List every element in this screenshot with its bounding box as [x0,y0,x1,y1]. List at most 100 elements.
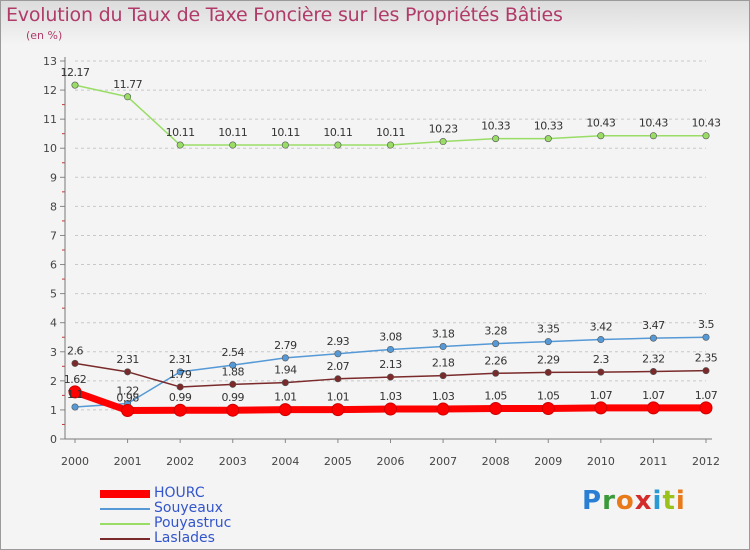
data-point [386,141,394,149]
y-tick-label: 0 [50,433,57,446]
x-tick-label: 2006 [377,455,405,468]
data-point [278,403,292,417]
data-point [702,333,710,341]
data-point [436,402,450,416]
data-point [124,93,132,101]
data-point [594,401,608,415]
x-tick-label: 2002 [166,455,194,468]
legend-item-hourc: HOURC [100,486,231,501]
data-point [121,404,135,418]
data-point [492,369,500,377]
data-label: 2.3 [593,353,609,366]
x-tick-label: 2012 [692,455,720,468]
y-tick-label: 9 [50,171,57,184]
legend-label: Souyeaux [154,500,223,516]
data-point [702,367,710,375]
data-label: 10.43 [692,117,721,130]
data-point [331,403,345,417]
data-label: 10.11 [166,126,195,139]
data-label: 10.11 [376,126,405,139]
y-tick-label: 12 [43,84,57,97]
data-label: 1.03 [432,390,455,403]
data-point [439,343,447,351]
data-point [597,368,605,376]
data-point [176,383,184,391]
data-point [649,368,657,376]
legend-swatch [100,522,150,525]
legend: HOURC Souyeaux Pouyastruc Laslades [100,486,231,546]
data-label: 1.01 [274,391,297,404]
data-point [334,375,342,383]
data-label: 1.07 [590,389,613,402]
data-point [646,401,660,415]
data-point [384,402,397,416]
data-point [68,385,82,399]
legend-label: HOURC [154,485,205,501]
data-point [229,141,237,149]
data-point [176,368,184,376]
data-label: 3.35 [537,323,560,336]
data-label: 0.99 [222,391,245,404]
data-label: 1.1 [67,388,83,401]
x-tick-label: 2005 [324,455,352,468]
data-label: 10.33 [534,120,563,133]
data-label: 2.29 [537,353,560,366]
data-label: 1.05 [537,389,560,402]
data-label: 3.47 [642,319,665,332]
data-point [492,135,500,143]
x-tick-label: 2004 [271,455,299,468]
y-tick-label: 13 [43,55,57,68]
data-point [544,338,552,346]
data-point [334,141,342,149]
data-label: 1.03 [379,390,402,403]
x-tick-label: 2011 [639,455,667,468]
data-label: 3.08 [379,330,402,343]
data-point [281,354,289,362]
data-label: 0.99 [169,391,192,404]
data-label: 1.88 [222,365,245,378]
data-point [699,401,713,415]
x-tick-label: 2010 [587,455,615,468]
data-label: 2.93 [327,335,350,348]
data-label: 2.18 [432,357,455,370]
data-point [173,403,187,417]
data-point [334,350,342,358]
y-tick-label: 10 [43,142,57,155]
data-point [281,141,289,149]
data-label: 1.62 [64,373,87,386]
data-label: 2.6 [67,344,83,357]
data-point [386,373,394,381]
data-label: 10.23 [429,123,458,136]
y-tick-label: 1 [50,404,57,417]
data-label: 2.79 [274,339,297,352]
data-label: 2.26 [484,354,507,367]
data-label: 1.94 [274,364,297,377]
data-label: 2.31 [169,353,192,366]
data-label: 2.32 [642,353,665,366]
data-point [702,132,710,140]
data-label: 3.18 [432,328,455,341]
unit-label: (en %) [26,29,63,42]
data-label: 1.07 [642,389,665,402]
data-point [439,372,447,380]
data-label: 10.11 [271,126,300,139]
data-point [439,138,447,146]
y-tick-label: 4 [50,317,57,330]
data-point [71,359,79,367]
x-tick-label: 2000 [61,455,89,468]
legend-swatch [100,537,150,540]
data-label: 10.11 [323,126,352,139]
proxiti-logo: Proxiti [582,486,686,516]
data-point [544,135,552,143]
data-point [229,380,237,388]
y-tick-label: 8 [50,200,57,213]
legend-label: Laslades [154,530,215,546]
x-tick-label: 2003 [219,455,247,468]
data-point [229,361,237,369]
data-label: 1.07 [695,389,718,402]
data-point [649,132,657,140]
data-label: 10.11 [218,126,247,139]
data-label: 1.79 [169,368,192,381]
data-point [544,368,552,376]
